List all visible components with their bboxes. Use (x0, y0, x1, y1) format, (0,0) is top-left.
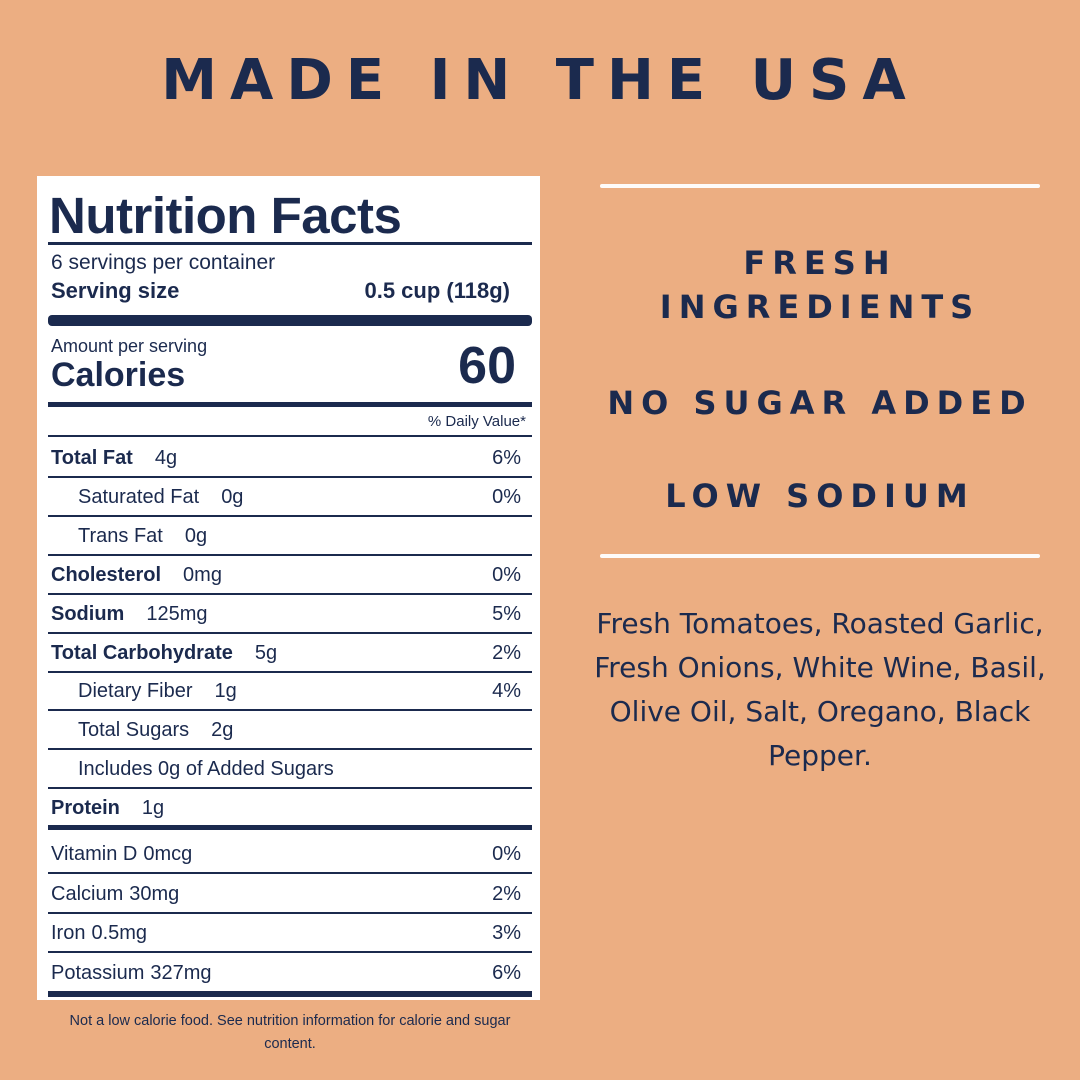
nutrient-row: Potassium 327mg 6% (51, 958, 521, 988)
feature: LOW SODIUM (665, 477, 975, 515)
feature: NO SUGAR ADDED (607, 384, 1033, 422)
nutrient-row: Protein 1g (51, 793, 521, 823)
daily-value: 2% (492, 641, 521, 664)
nutrient-name: Sodium (51, 602, 125, 625)
nutrient-row: Cholesterol 0mg 0% (51, 560, 521, 590)
nutrient-row: Total Sugars 2g (51, 715, 521, 745)
rule (48, 315, 532, 326)
label-title: Nutrition Facts (49, 187, 402, 244)
nutrient-amount: 2g (211, 719, 234, 742)
daily-value: 0% (492, 563, 521, 586)
nutrient-row: Includes 0g of Added Sugars (51, 754, 521, 784)
nutrient-name: Vitamin D (51, 843, 138, 865)
nutrient-name: Total Fat (51, 447, 133, 469)
nutrient-row: Dietary Fiber 1g 4% (51, 676, 521, 706)
nutrient-name: Total Carbohydrate (51, 641, 233, 664)
nutrient-name: Cholesterol (51, 563, 162, 586)
nutrient-row: Trans Fat 0g (51, 521, 521, 551)
nutrient-name: Saturated Fat (78, 485, 200, 508)
rule (48, 553, 532, 556)
nutrient-row: Vitamin D 0mcg 0% (51, 839, 521, 869)
calories-label: Calories (51, 356, 186, 394)
nutrient-row: Saturated Fat 0g 0% (51, 482, 521, 512)
nutrient-amount: 1g (141, 797, 165, 820)
nutrient-name: Includes 0g of Added Sugars (78, 758, 334, 781)
nutrient-name: Protein (51, 797, 120, 820)
nutrient-amount: 30mg (129, 882, 180, 905)
rule (48, 787, 532, 790)
rule (48, 476, 532, 478)
nutrient-amount: 0mcg (143, 843, 193, 865)
serving-size-label: Serving size (51, 278, 180, 303)
daily-value: 0% (492, 843, 521, 865)
nutrient-amount: 125mg (146, 602, 208, 625)
nutrient-amount: 0g (184, 524, 208, 547)
divider (600, 184, 1040, 188)
nutrient-name: Potassium (51, 961, 145, 984)
rule (48, 911, 532, 914)
rule (48, 951, 532, 953)
nutrient-name: Dietary Fiber (78, 680, 193, 703)
nutrient-row: Total Fat 4g 6% (51, 443, 521, 473)
daily-value: 2% (492, 882, 521, 905)
nutrient-row: Sodium 125mg 5% (51, 599, 521, 629)
nutrient-amount: 0mg (183, 563, 222, 586)
nutrient-row: Total Carbohydrate 5g 2% (51, 638, 521, 668)
serving-size: 0.5 cup (118g) (364, 278, 510, 303)
nutrition-label: Nutrition Facts 6 servings per container… (37, 176, 540, 1000)
nutrient-name: Calcium (51, 882, 124, 905)
nutrient-row: Iron 0.5mg 3% (51, 918, 521, 948)
headline: MADE IN THE USA (161, 48, 919, 113)
rule (48, 242, 532, 245)
daily-value-header: % Daily Value* (427, 413, 526, 430)
rule (48, 872, 532, 874)
ingredients: Fresh Tomatoes, Roasted Garlic, Fresh On… (594, 607, 1046, 772)
rule (48, 709, 532, 712)
daily-value: 3% (492, 922, 521, 944)
rule (48, 592, 532, 595)
nutrient-name: Trans Fat (78, 524, 163, 547)
nutrient-amount: 0.5mg (91, 922, 148, 944)
nutrient-amount: 4g (154, 447, 178, 469)
nutrient-amount: 327mg (150, 961, 212, 984)
nutrient-amount: 0g (221, 485, 244, 508)
nutrient-row: Calcium 30mg 2% (51, 879, 521, 909)
footnote: Not a low calorie food. See nutrition in… (69, 1013, 511, 1052)
rule (48, 631, 532, 634)
daily-value: 5% (492, 602, 521, 625)
amount-per-serving: Amount per serving (51, 336, 208, 356)
divider (600, 554, 1040, 558)
rule (48, 514, 532, 517)
rule (48, 990, 532, 997)
daily-value: 0% (492, 485, 521, 508)
rule (48, 402, 532, 407)
rule (48, 670, 532, 673)
servings: 6 servings per container (51, 251, 276, 274)
calories: 60 (458, 337, 516, 395)
nutrient-name: Total Sugars (78, 719, 190, 742)
daily-value: 6% (492, 447, 521, 469)
feature: FRESH INGREDIENTS (659, 244, 981, 326)
nutrient-amount: 1g (214, 680, 237, 703)
rule (48, 435, 532, 437)
rule (48, 825, 532, 830)
rule (48, 748, 532, 751)
daily-value: 4% (492, 680, 521, 703)
daily-value: 6% (492, 961, 521, 984)
nutrient-amount: 5g (254, 641, 278, 664)
nutrient-name: Iron (51, 922, 86, 944)
